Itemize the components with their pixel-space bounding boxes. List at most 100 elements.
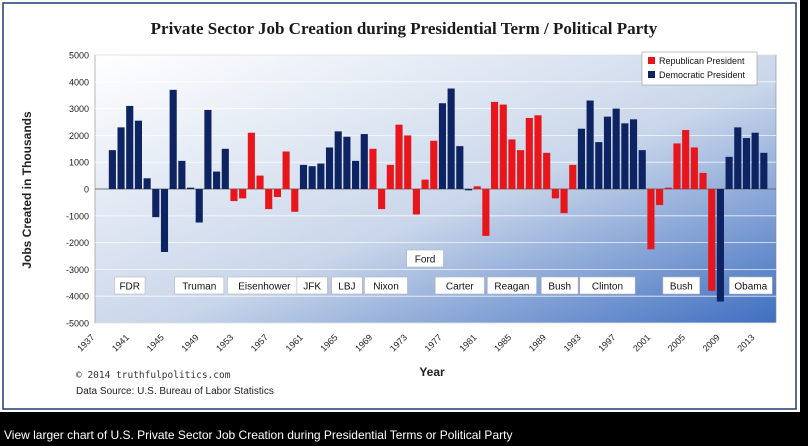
bar-2006 [690,147,698,189]
bars [108,88,768,302]
chart-title: Private Sector Job Creation during Presi… [151,19,658,38]
president-label-box [296,276,328,295]
legend-republican-label: Republican President [659,56,745,66]
bar-2010 [725,156,733,189]
bar-1968 [360,134,368,189]
bar-1966 [343,136,351,189]
president-name: JFK [303,282,321,293]
y-tick-label: 2000 [69,131,89,141]
president-name: Nixon [373,282,399,293]
president-label-nixon-5: Nixon [364,276,408,295]
legend: Republican President Democratic Presiden… [641,51,758,86]
bar-1991 [560,189,568,214]
bar-1972 [395,124,403,189]
president-label-box [729,276,773,295]
bar-1998 [621,123,629,189]
president-label-eisenhower-2: Eisenhower [227,276,302,295]
president-label-lbj-4: LBJ [331,276,363,295]
y-tick-label: 0 [84,185,89,195]
president-label-obama-12: Obama [729,276,773,295]
bar-1982 [482,189,490,236]
bar-1955 [247,132,255,189]
bar-1984 [499,104,507,189]
y-tick-label: 5000 [69,51,89,61]
bar-1953 [230,189,238,202]
bar-1941 [126,105,134,189]
bar-2002 [656,189,664,206]
bar-1974 [412,189,420,215]
president-label-box [579,276,636,295]
bar-1942 [134,120,142,189]
bar-2007 [699,172,707,189]
bar-1980 [464,189,473,191]
bar-1975 [421,179,429,189]
president-name: Truman [182,282,216,293]
bar-1965 [334,131,342,189]
bar-1940 [117,127,125,189]
president-label-ford-6: Ford [406,249,444,268]
bar-1949 [195,189,203,223]
legend-republican-swatch [648,57,655,64]
bar-1985 [508,139,516,189]
chart-caption-link[interactable]: View larger chart of U.S. Private Sector… [4,428,513,442]
bar-2012 [742,138,751,189]
bar-1971 [386,164,394,189]
bar-1954 [239,189,247,199]
bar-1983 [491,101,499,189]
president-label-box [174,276,225,295]
bar-2008 [708,189,716,291]
y-tick-label: -5000 [66,319,89,329]
bar-1957 [265,189,273,210]
bar-1958 [273,189,281,198]
president-labels: FDR Truman Eisenhower JFK LBJ Nixon Ford Carter… [114,249,773,295]
copyright-note: © 2014 truthfulpolitics.com [76,370,231,381]
bar-1987 [525,117,533,189]
bar-2011 [734,127,742,189]
president-label-box [487,276,537,295]
bar-1969 [369,148,377,189]
president-label-box [114,276,146,295]
bar-1947 [178,160,186,189]
bar-1951 [213,171,221,189]
bar-2014 [760,152,768,189]
bar-1993 [577,128,585,189]
y-tick-label: 4000 [69,77,89,87]
bar-2005 [682,130,690,189]
president-label-box [406,249,444,268]
bar-1952 [221,148,229,189]
bar-2013 [751,132,759,189]
bar-1999 [629,119,638,189]
president-label-clinton-10: Clinton [579,276,636,295]
bar-1979 [456,146,464,189]
president-label-box [434,276,485,295]
bar-1988 [534,115,542,189]
bar-1939 [108,150,116,189]
bar-1962 [308,166,316,189]
bar-2001 [647,189,655,250]
y-tick-label: 3000 [69,104,89,114]
president-name: Ford [415,255,436,266]
bar-1990 [551,189,559,199]
data-source-note: Data Source: U.S. Bureau of Labor Statis… [76,386,274,397]
bar-1961 [299,164,308,189]
president-label-truman-1: Truman [174,276,225,295]
outer-border [2,2,797,410]
bar-1950 [204,109,212,189]
president-label-bush-11: Bush [662,276,701,295]
bar-1973 [404,135,412,189]
president-label-box [541,276,579,295]
bar-2009 [716,189,724,302]
bar-1994 [586,100,594,189]
bar-1996 [603,116,612,189]
president-label-box [662,276,701,295]
bar-1956 [256,175,264,189]
y-axis-tick-labels: 5000 4000 3000 2000 1000 0 -1000 -2000 -3000 -400… [66,51,89,329]
y-tick-label: 1000 [69,158,89,168]
bar-1964 [325,147,334,189]
president-name: Eisenhower [238,282,291,293]
bar-1981 [473,186,481,189]
bar-1945 [160,189,169,252]
president-name: LBJ [338,282,355,293]
president-label-box [331,276,363,295]
bar-2003 [664,187,672,189]
